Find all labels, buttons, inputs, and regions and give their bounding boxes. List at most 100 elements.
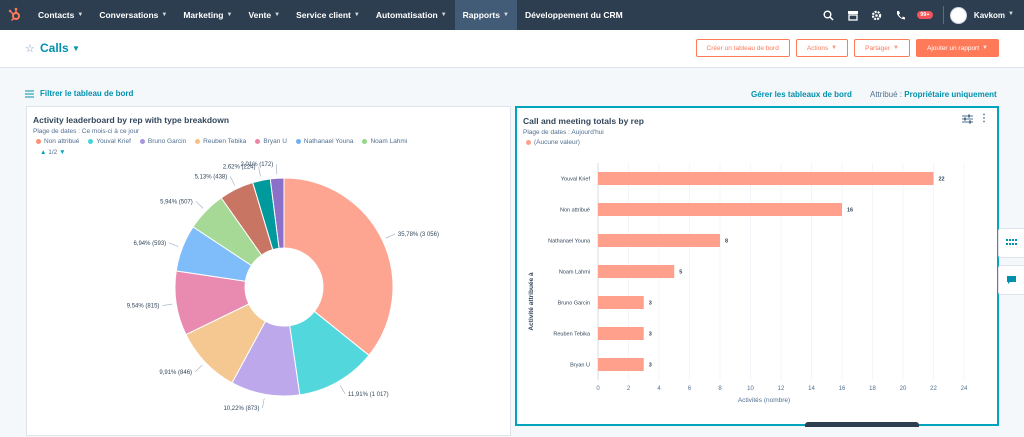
notifications-icon[interactable]: 99+ — [913, 0, 937, 30]
bar[interactable] — [598, 203, 842, 216]
pie-report-card[interactable]: Activity leaderboard by rep with type br… — [26, 106, 511, 436]
chevron-down-icon: ▼ — [161, 12, 168, 18]
y-tick-label: Bryan U — [570, 363, 590, 369]
help-widget-tab[interactable] — [998, 228, 1024, 258]
bar[interactable] — [598, 172, 934, 185]
page-title[interactable]: Calls — [40, 41, 69, 55]
report-title[interactable]: Activity leaderboard by rep with type br… — [33, 115, 230, 125]
bar-data-label: 5 — [679, 270, 682, 276]
actions-button[interactable]: Actions ▼ — [795, 39, 849, 57]
nav-item-label: Automatisation — [375, 10, 438, 20]
nav-item-rapports[interactable]: Rapports ▼ — [454, 0, 517, 30]
create-dashboard-button[interactable]: Créer un tableau de bord — [695, 39, 790, 57]
bottom-toolbar[interactable] — [805, 422, 919, 427]
favorite-star-icon[interactable]: ☆ — [25, 43, 35, 55]
bar-data-label: 3 — [649, 363, 652, 369]
legend-item: Noam Lahmi — [362, 138, 407, 145]
account-name: Kavkom — [973, 10, 1006, 20]
nav-divider — [942, 6, 944, 24]
x-tick-label: 18 — [869, 386, 876, 392]
assigned-filter[interactable]: Attribué : Propriétaire uniquement — [870, 90, 997, 99]
y-tick-label: Non attribué — [560, 208, 590, 214]
grid-icon — [1005, 239, 1017, 245]
pager-up-icon[interactable]: ▲ — [40, 149, 47, 156]
assigned-label: Attribué : — [870, 90, 903, 99]
legend-label: Bryan U — [263, 138, 287, 145]
nav-item-service-client[interactable]: Service client ▼ — [288, 0, 368, 30]
nav-item-label: Développement du CRM — [524, 10, 623, 20]
slice-data-label: 5,94% (507) — [160, 199, 193, 205]
nav-item-vente[interactable]: Vente ▼ — [240, 0, 288, 30]
slice-leader-line — [275, 164, 278, 175]
slice-data-label: 9,91% (846) — [159, 370, 192, 376]
slice-leader-line — [162, 303, 173, 306]
bar-report-card[interactable]: Call and meeting totals by rep Plage de … — [515, 106, 999, 426]
legend-label: Youval Krief — [96, 138, 131, 145]
bar[interactable] — [598, 358, 644, 371]
pie-slice[interactable] — [283, 177, 394, 357]
y-tick-label: Reuben Tebika — [553, 332, 591, 338]
nav-item-label: Service client — [296, 10, 351, 20]
search-icon[interactable] — [817, 0, 841, 30]
x-tick-label: 4 — [657, 386, 661, 392]
x-tick-label: 2 — [627, 386, 631, 392]
bar[interactable] — [598, 296, 644, 309]
x-tick-label: 6 — [688, 386, 692, 392]
account-menu[interactable]: Kavkom ▼ — [974, 11, 1014, 20]
nav-item-label: Marketing — [183, 10, 224, 20]
y-tick-label: Noam Lahmi — [559, 270, 590, 276]
chat-widget-tab[interactable] — [998, 265, 1024, 295]
legend-pager: ▲ 1/2 ▼ — [40, 149, 66, 156]
gear-icon[interactable] — [865, 0, 889, 30]
bar[interactable] — [598, 234, 720, 247]
nav-item-conversations[interactable]: Conversations ▼ — [91, 0, 175, 30]
slice-leader-line — [339, 384, 346, 394]
phone-icon[interactable] — [889, 0, 913, 30]
legend-item: Youval Krief — [88, 138, 131, 145]
x-tick-label: 0 — [596, 386, 600, 392]
chevron-down-icon[interactable]: ▼ — [72, 44, 80, 53]
slice-data-label: 11,91% (1 017) — [348, 392, 389, 398]
marketplace-icon[interactable] — [841, 0, 865, 30]
hubspot-logo-icon[interactable] — [0, 0, 30, 30]
more-options-icon[interactable]: ⋮ — [979, 113, 989, 124]
pie-slice[interactable] — [269, 177, 285, 249]
bar-data-label: 8 — [725, 239, 728, 245]
slice-leader-line — [169, 242, 179, 247]
legend-dot — [36, 139, 41, 144]
x-tick-label: 14 — [808, 386, 815, 392]
actions-label: Actions — [806, 44, 829, 52]
pie-chart: 35,78% (3 056) 11,91% (1 017) 10,22% (873)… — [127, 162, 439, 412]
pager-text: 1/2 — [48, 149, 58, 156]
bar-data-label: 16 — [847, 208, 853, 214]
report-title[interactable]: Call and meeting totals by rep — [523, 116, 644, 126]
manage-dashboards-link[interactable]: Gérer les tableaux de bord — [751, 90, 852, 99]
nav-item-contacts[interactable]: Contacts ▼ — [30, 0, 91, 30]
share-button[interactable]: Partager ▼ — [854, 39, 910, 57]
chart-legend: Non attribué Youval Krief Bruno Garcin Reub… — [36, 138, 407, 145]
nav-item-automatisation[interactable]: Automatisation ▼ — [368, 0, 455, 30]
legend-item: Bryan U — [255, 138, 287, 145]
add-report-button[interactable]: Ajouter un rapport ▼ — [916, 39, 999, 57]
avatar[interactable] — [949, 6, 967, 24]
bar[interactable] — [598, 265, 675, 278]
chevron-down-icon: ▼ — [440, 12, 447, 18]
nav-item-label: Vente — [248, 10, 272, 20]
x-tick-label: 10 — [747, 386, 754, 392]
x-tick-label: 22 — [930, 386, 937, 392]
legend-item: (Aucune valeur) — [526, 139, 580, 146]
bar[interactable] — [598, 327, 644, 340]
slice-data-label: 9,54% (815) — [127, 304, 160, 310]
bar-data-label: 3 — [649, 332, 652, 338]
chevron-down-icon: ▼ — [353, 12, 360, 18]
x-tick-label: 24 — [961, 386, 968, 392]
add-report-label: Ajouter un rapport — [927, 44, 980, 52]
slice-leader-line — [258, 166, 261, 177]
nav-item-d-veloppement-du-crm[interactable]: Développement du CRM — [517, 0, 631, 30]
filter-dashboard-button[interactable]: Filtrer le tableau de bord — [25, 89, 133, 98]
pager-down-icon[interactable]: ▼ — [59, 149, 66, 156]
nav-item-marketing[interactable]: Marketing ▼ — [175, 0, 240, 30]
slice-data-label: 6,94% (593) — [133, 241, 166, 247]
legend-label: Reuben Tebika — [203, 138, 247, 145]
chart-settings-icon[interactable] — [962, 114, 973, 124]
